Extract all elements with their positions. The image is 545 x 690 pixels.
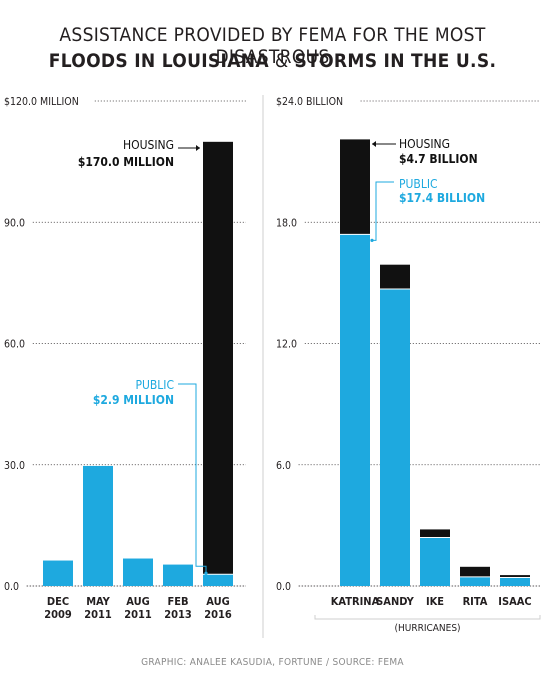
y-tick-label: 18.0 [276, 217, 297, 229]
annotation-public-value: $17.4 BILLION [399, 191, 485, 205]
x-tick-label: KATRINA [331, 595, 380, 608]
bar-public [420, 537, 450, 586]
x-tick-label: 2016 [204, 608, 232, 621]
x-tick-label: MAY [86, 595, 110, 608]
bar-housing [460, 566, 490, 577]
annotation-housing-value: $4.7 BILLION [399, 152, 478, 166]
annotation-public-label: PUBLIC [399, 177, 438, 191]
bar-housing [340, 139, 370, 235]
bar-public [163, 564, 193, 586]
chart-title: ASSISTANCE PROVIDED BY FEMA FOR THE MOST… [59, 24, 486, 68]
annotation-public-label: PUBLIC [135, 378, 174, 392]
subtitle-right: STORMS IN THE U.S. [294, 50, 497, 72]
y-tick-label: 60.0 [4, 339, 25, 351]
y-tick-label: 0.0 [276, 581, 291, 593]
bar-public [340, 234, 370, 586]
x-tick-label: RITA [463, 595, 488, 608]
annotation-arrowhead [372, 141, 376, 147]
bar-public [380, 288, 410, 586]
x-tick-label: ISAAC [498, 595, 531, 608]
y-tick-label: 12.0 [276, 339, 297, 351]
bar-public [83, 465, 113, 586]
source-credit: GRAPHIC: ANALEE KASUDIA, FORTUNE / SOURC… [141, 657, 404, 668]
x-tick-label: DEC [47, 595, 69, 608]
subtitle-ampersand: & [274, 50, 289, 72]
bar-public [203, 574, 233, 586]
bar-housing [500, 575, 530, 578]
annotation-arrowhead [196, 145, 200, 151]
annotation-leader-end [204, 571, 208, 575]
y-tick-label: 30.0 [4, 460, 25, 472]
x-tick-label: AUG [206, 595, 229, 608]
y-tick-label: $120.0 MILLION [4, 96, 79, 108]
annotation-leader-end [370, 238, 374, 242]
group-bracket [314, 615, 541, 620]
y-tick-label: 0.0 [4, 581, 19, 593]
bar-public [43, 560, 73, 586]
y-tick-label: $24.0 BILLION [276, 96, 343, 108]
subtitle-left: FLOODS IN LOUISIANA [48, 50, 269, 72]
annotation-housing-label: HOUSING [123, 138, 174, 152]
bar-public [123, 558, 153, 586]
x-tick-label: AUG [126, 595, 149, 608]
annotation-leader [178, 383, 207, 573]
bar-housing [420, 529, 450, 538]
x-tick-label: FEB [167, 595, 188, 608]
chart-subtitle: FLOODS IN LOUISIANA & STORMS IN THE U.S. [0, 50, 545, 72]
annotation-leader [373, 181, 394, 241]
x-tick-label: 2011 [124, 608, 152, 621]
x-tick-label: 2011 [84, 608, 112, 621]
annotation-housing-value: $170.0 MILLION [78, 155, 174, 169]
x-tick-label: SANDY [376, 595, 414, 608]
bar-public [460, 576, 490, 586]
group-label: (HURRICANES) [394, 623, 460, 634]
annotation-public-value: $2.9 MILLION [93, 393, 174, 407]
x-tick-label: 2009 [44, 608, 72, 621]
annotation-housing-label: HOUSING [399, 137, 450, 151]
y-tick-label: 90.0 [4, 217, 25, 229]
x-tick-label: IKE [426, 595, 444, 608]
x-tick-label: 2013 [164, 608, 192, 621]
y-tick-label: 6.0 [276, 460, 291, 472]
bar-housing [203, 141, 233, 575]
bar-public [500, 577, 530, 586]
bar-housing [380, 264, 410, 289]
